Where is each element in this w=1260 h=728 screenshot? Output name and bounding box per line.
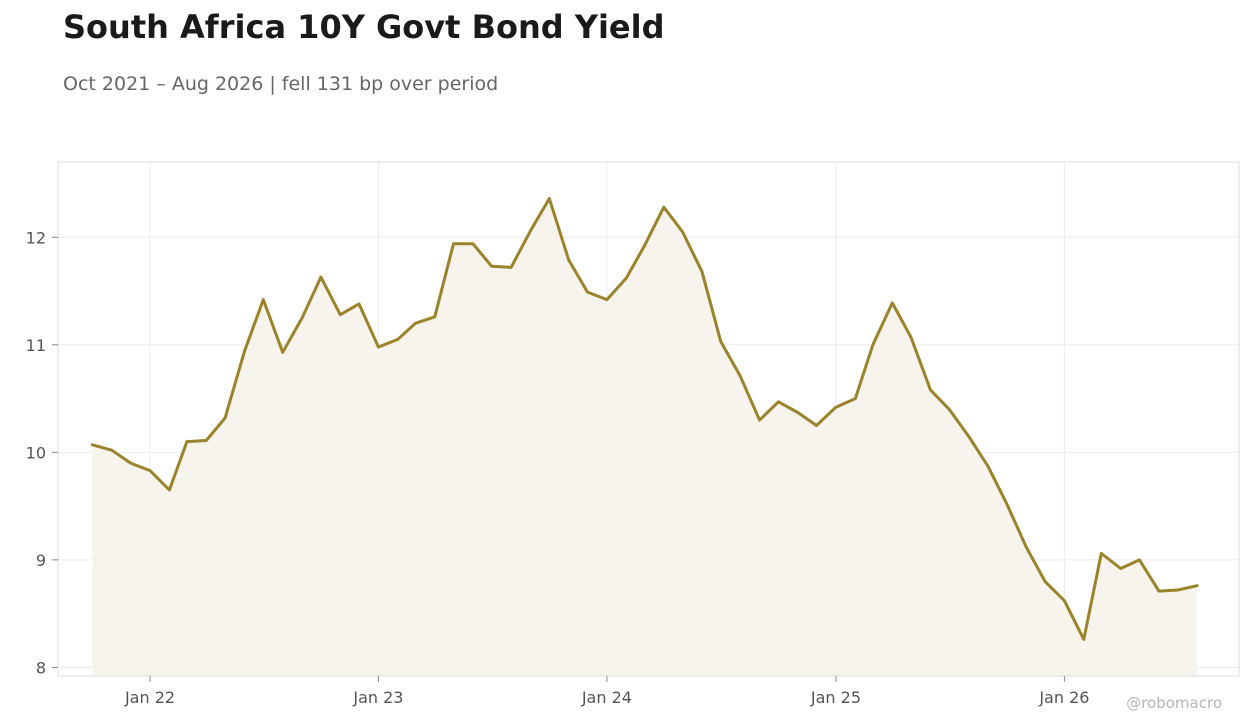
chart-title: South Africa 10Y Govt Bond Yield <box>63 8 665 46</box>
yield-area-fill <box>92 198 1198 676</box>
y-tick-label: 8 <box>36 658 46 677</box>
chart-subtitle: Oct 2021 – Aug 2026 | fell 131 bp over p… <box>63 73 499 95</box>
yield-series-line <box>90 197 1199 641</box>
y-tick-label: 9 <box>36 551 46 570</box>
y-tick-label: 11 <box>26 336 46 355</box>
axes: 8 9 10 11 12 Jan 22 Jan 23 Jan 24 Jan 25 Jan 26 <box>26 228 1090 707</box>
x-tick-label: Jan 24 <box>581 688 632 707</box>
y-tick-label: 10 <box>26 443 46 462</box>
watermark: @robomacro <box>1126 694 1222 712</box>
x-tick-label: Jan 22 <box>124 688 175 707</box>
x-tick-label: Jan 25 <box>810 688 861 707</box>
x-tick-label: Jan 23 <box>352 688 403 707</box>
y-tick-label: 12 <box>26 228 46 247</box>
x-tick-label: Jan 26 <box>1038 688 1089 707</box>
plot-frame <box>57 161 1240 677</box>
